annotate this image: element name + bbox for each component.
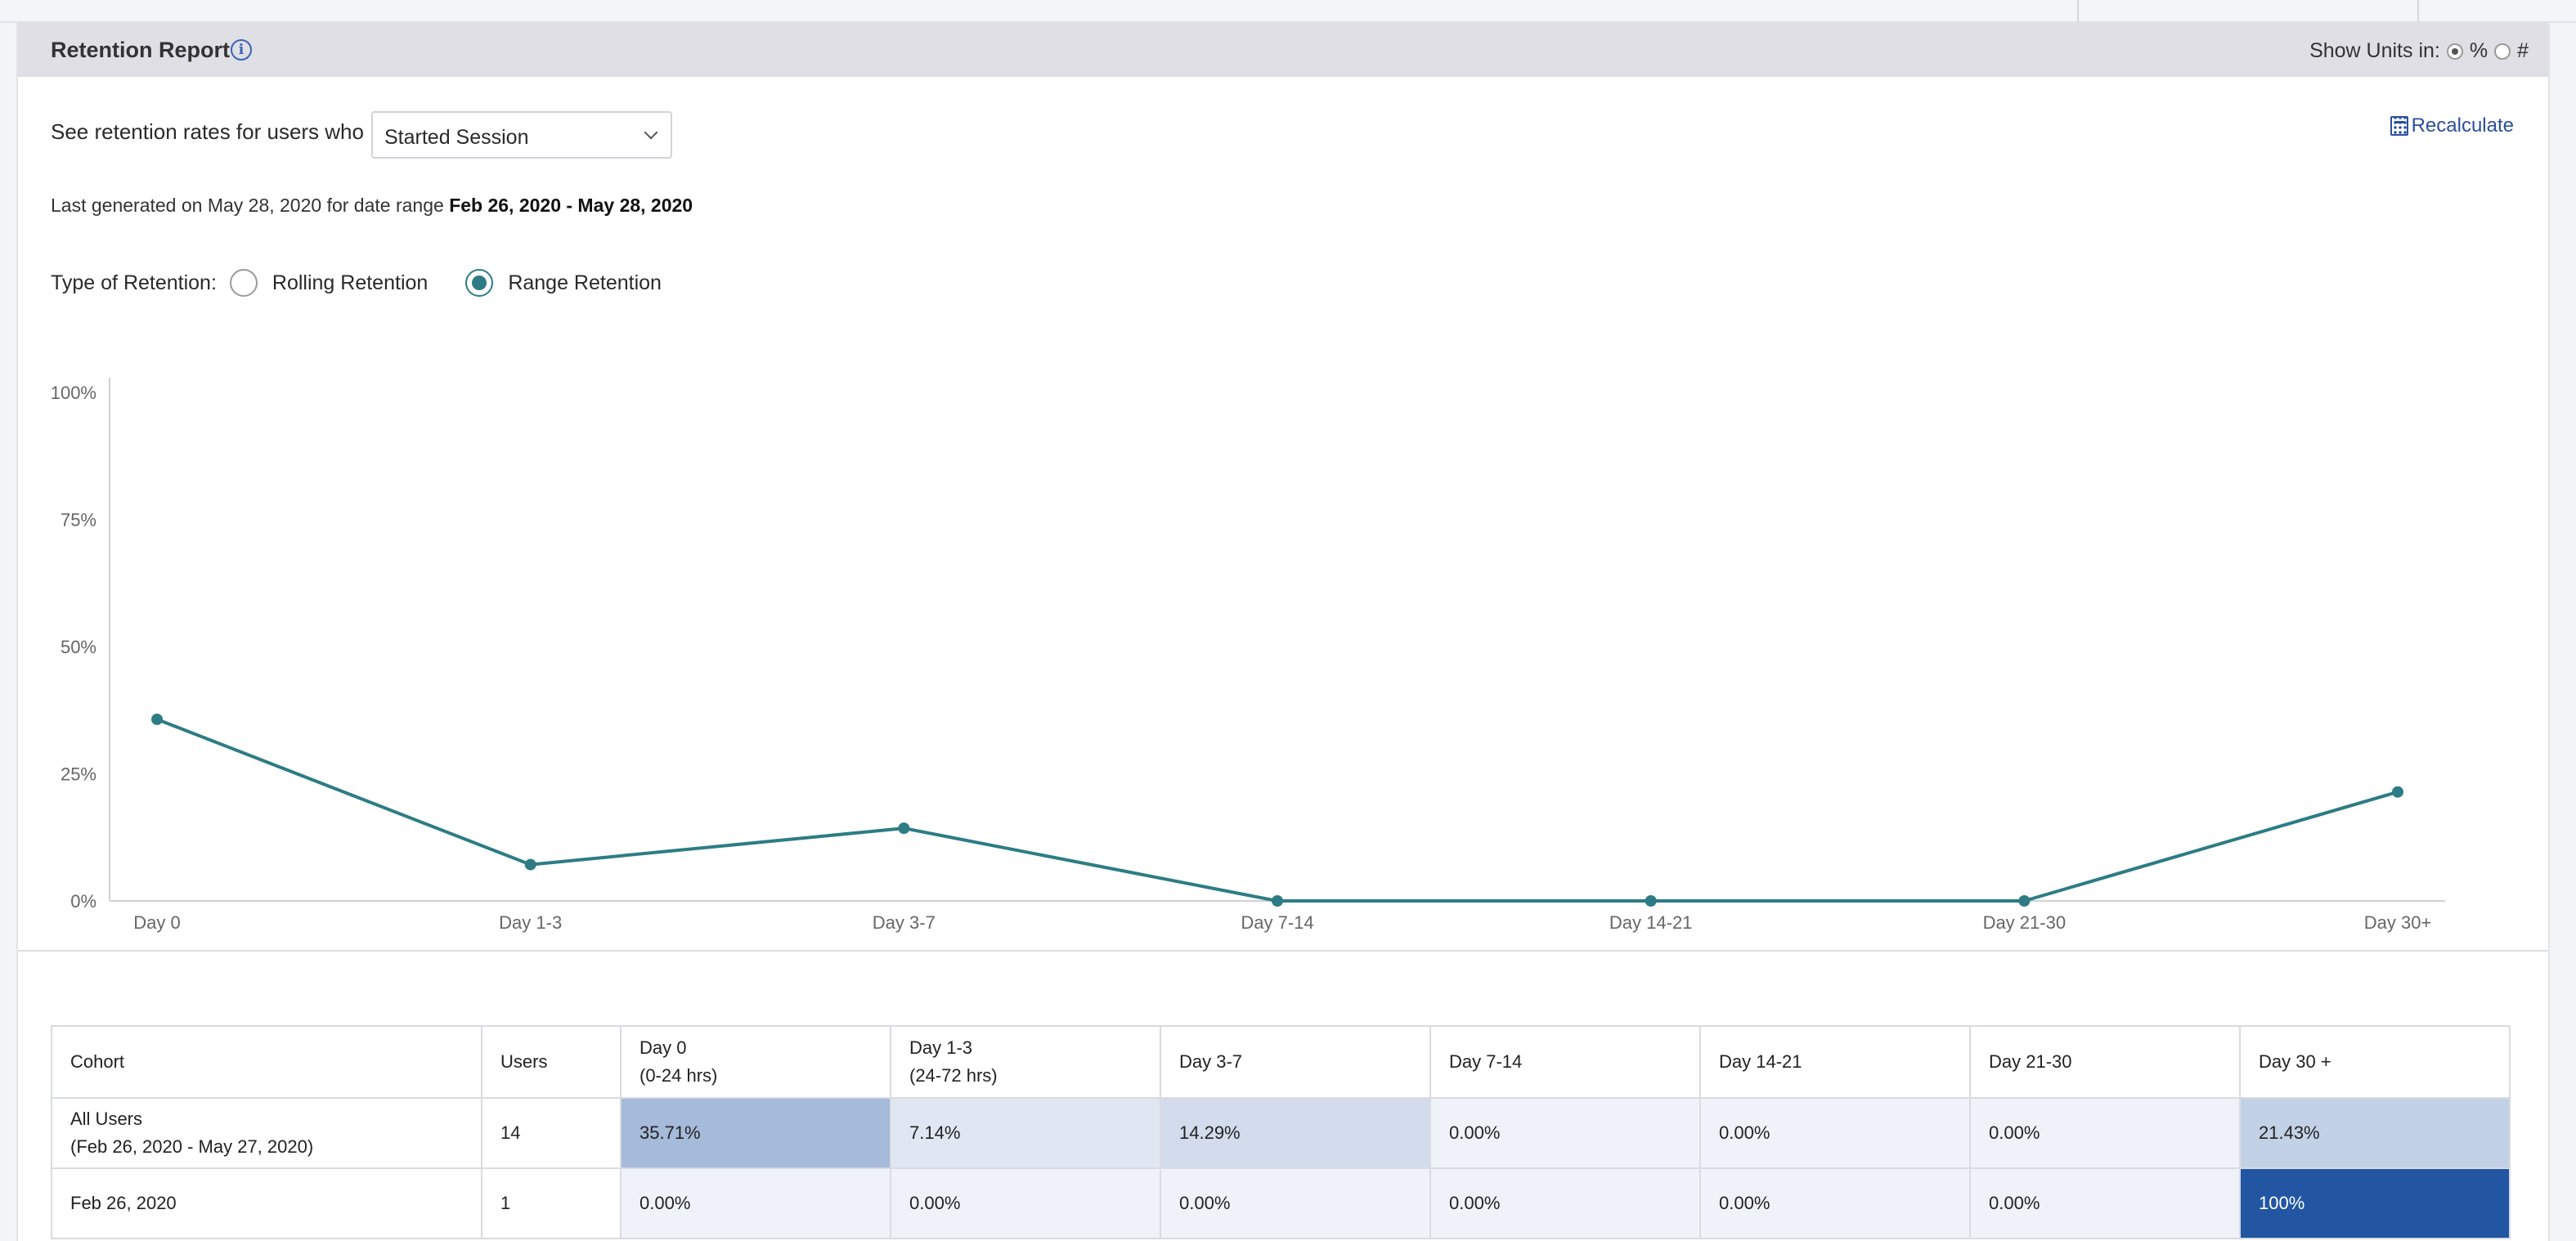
retention-type-label: Type of Retention:	[51, 271, 217, 294]
x-tick-label: Day 21-30	[1983, 912, 2067, 933]
column-header: Day 0 (0-24 hrs)	[620, 1025, 891, 1099]
top-toolbar-strip	[0, 0, 2576, 23]
data-point	[898, 822, 910, 835]
rolling-retention-label[interactable]: Rolling Retention	[272, 271, 429, 294]
column-header: Day 21-30	[1969, 1025, 2241, 1099]
retention-type-group: Type of Retention: Rolling Retention Ran…	[51, 267, 686, 299]
cohort-cell: All Users (Feb 26, 2020 - May 27, 2020)	[51, 1097, 482, 1169]
units-label: Show Units in:	[2309, 39, 2440, 62]
column-header: Users	[481, 1025, 622, 1099]
last-generated-text: Last generated on May 28, 2020 for date …	[51, 195, 693, 217]
event-filter-label: See retention rates for users who	[51, 119, 364, 144]
retention-table: Cohort Users Day 0 (0-24 hrs) Day 1-3 (24-72 …	[51, 1025, 2511, 1239]
units-toggle: Show Units in: % #	[2309, 39, 2529, 63]
retention-value-cell: 0.00%	[1429, 1097, 1701, 1169]
last-generated-prefix: Last generated on May 28, 2020 for date …	[51, 195, 444, 216]
column-header-label: Day 0	[640, 1037, 687, 1058]
column-header: Day 1-3 (24-72 hrs)	[890, 1025, 1161, 1099]
event-select[interactable]: Started Session	[371, 111, 672, 159]
calculator-icon	[2390, 116, 2408, 136]
y-tick-label: 75%	[61, 510, 96, 531]
column-header: Day 30 +	[2239, 1025, 2511, 1099]
cohort-date-range: (Feb 26, 2020 - May 27, 2020)	[70, 1136, 314, 1157]
retention-value-cell: 14.29%	[1160, 1097, 1431, 1169]
cohort-label: All Users	[70, 1109, 143, 1129]
recalculate-link[interactable]: Recalculate	[2390, 114, 2514, 137]
x-tick-label: Day 0	[133, 912, 180, 933]
unit-percent-label: %	[2469, 39, 2488, 62]
retention-panel: Retention Report i Show Units in: % # Se…	[16, 23, 2550, 1241]
x-tick-label: Day 30+	[2364, 912, 2432, 933]
y-tick-label: 100%	[51, 383, 96, 403]
column-header-label: Cohort	[70, 1051, 125, 1072]
table-row: Feb 26, 2020 1 0.00% 0.00% 0.00% 0.00% 0.00% 0.…	[51, 1167, 2511, 1239]
retention-value-cell: 0.00%	[890, 1167, 1161, 1239]
y-tick-label: 50%	[61, 637, 96, 657]
column-header: Day 7-14	[1429, 1025, 1701, 1099]
range-retention-radio[interactable]	[465, 269, 494, 297]
unit-count-label: #	[2517, 39, 2529, 62]
data-point	[524, 858, 536, 871]
column-header-label: Users	[500, 1051, 548, 1072]
recalculate-label: Recalculate	[2411, 114, 2514, 137]
data-point	[1645, 895, 1657, 907]
report-header: Retention Report i Show Units in: % #	[18, 23, 2548, 77]
info-icon[interactable]: i	[231, 39, 252, 60]
event-select-value: Started Session	[384, 126, 529, 149]
column-header-label: Day 1-3	[909, 1037, 973, 1058]
column-header: Cohort	[51, 1025, 482, 1099]
y-tick-label: 0%	[70, 891, 96, 912]
retention-value-cell: 7.14%	[890, 1097, 1161, 1169]
x-tick-label: Day 1-3	[499, 912, 562, 933]
retention-value-cell: 35.71%	[620, 1097, 891, 1169]
users-cell: 14	[481, 1097, 622, 1169]
column-header-label: Day 7-14	[1449, 1051, 1523, 1072]
column-header-sublabel: (24-72 hrs)	[909, 1065, 998, 1086]
last-generated-range: Feb 26, 2020 - May 28, 2020	[449, 195, 693, 216]
y-tick-label: 25%	[61, 764, 96, 785]
retention-value-cell: 0.00%	[1969, 1167, 2241, 1239]
x-tick-label: Day 14-21	[1609, 912, 1693, 933]
retention-value-cell: 0.00%	[1429, 1167, 1701, 1239]
retention-line-chart: 100% 75% 50% 25% 0% Day 0 Day 1-3 Day 3-7 Day 7-…	[51, 378, 2445, 933]
retention-value-cell: 21.43%	[2239, 1097, 2511, 1169]
data-point	[151, 713, 163, 725]
toolbar-divider	[2077, 0, 2079, 23]
unit-count-radio[interactable]	[2494, 43, 2511, 60]
column-header: Day 3-7	[1160, 1025, 1431, 1099]
column-header: Day 14-21	[1699, 1025, 1971, 1099]
column-header-label: Day 30 +	[2259, 1051, 2331, 1072]
data-point	[2392, 786, 2403, 798]
x-tick-label: Day 7-14	[1241, 912, 1313, 933]
x-tick-label: Day 3-7	[873, 912, 936, 933]
users-cell: 1	[481, 1167, 622, 1239]
range-retention-label[interactable]: Range Retention	[508, 271, 662, 294]
column-header-label: Day 3-7	[1179, 1051, 1243, 1072]
toolbar-divider	[2417, 0, 2419, 23]
section-divider	[18, 950, 2548, 952]
rolling-retention-radio[interactable]	[229, 269, 258, 297]
data-point	[1272, 895, 1283, 907]
retention-value-cell: 0.00%	[620, 1167, 891, 1239]
chevron-down-icon	[644, 125, 658, 140]
retention-value-cell: 0.00%	[1969, 1097, 2241, 1169]
cohort-cell: Feb 26, 2020	[51, 1167, 482, 1239]
retention-value-cell: 0.00%	[1160, 1167, 1431, 1239]
retention-value-cell: 0.00%	[1699, 1167, 1971, 1239]
data-point	[2018, 895, 2031, 907]
retention-value-cell: 100%	[2239, 1167, 2511, 1239]
column-header-label: Day 21-30	[1989, 1051, 2072, 1072]
cohort-label: Feb 26, 2020	[70, 1193, 177, 1213]
column-header-sublabel: (0-24 hrs)	[640, 1065, 718, 1086]
retention-series-line	[156, 718, 2399, 903]
table-row: All Users (Feb 26, 2020 - May 27, 2020) 14…	[51, 1097, 2511, 1169]
unit-percent-radio[interactable]	[2446, 43, 2463, 60]
column-header-label: Day 14-21	[1719, 1051, 1802, 1072]
table-header-row: Cohort Users Day 0 (0-24 hrs) Day 1-3 (24-72 …	[51, 1025, 2511, 1099]
retention-value-cell: 0.00%	[1699, 1097, 1971, 1169]
report-title: Retention Report	[51, 38, 230, 62]
